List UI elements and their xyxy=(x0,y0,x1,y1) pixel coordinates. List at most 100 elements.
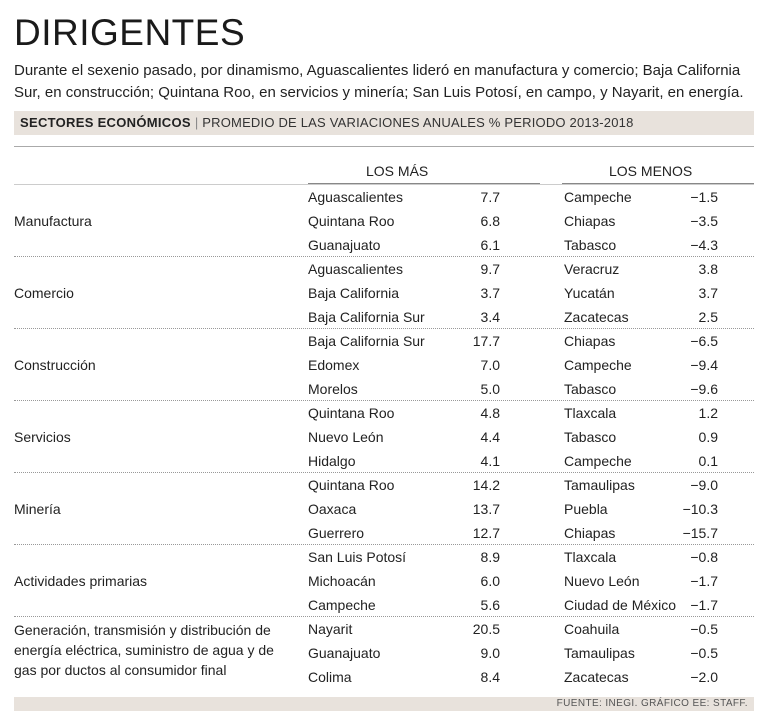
subtitle: Durante el sexenio pasado, por dinamismo… xyxy=(14,62,744,101)
bottom-state-value: −0.8 xyxy=(690,549,718,565)
top-state-name: Michoacán xyxy=(308,573,376,589)
top-state-value: 4.1 xyxy=(480,453,500,469)
bottom-state-value: 3.8 xyxy=(698,261,718,277)
bottom-state-value: −1.7 xyxy=(690,573,718,589)
top-state-value: 14.2 xyxy=(472,477,500,493)
sector-group: Servicios Quintana Roo 4.8 Tlaxcala 1.2 Nuevo… xyxy=(14,401,754,473)
bottom-state-value: −15.7 xyxy=(682,525,718,541)
top-state-value: 9.0 xyxy=(480,645,500,661)
bottom-state-name: Tamaulipas xyxy=(564,645,635,661)
bottom-state-value: −4.3 xyxy=(690,237,718,253)
top-state-value: 3.7 xyxy=(480,285,500,301)
source-text: FUENTE: INEGI. GRÁFICO EE: STAFF. xyxy=(556,698,748,709)
header-los-menos: LOS MENOS xyxy=(609,163,693,179)
bottom-state-name: Yucatán xyxy=(564,285,615,301)
top-state-name: Baja California Sur xyxy=(308,309,425,325)
bottom-state-name: Tabasco xyxy=(564,237,617,253)
section-label: SECTORES ECONÓMICOS xyxy=(20,115,191,130)
measure-label: PROMEDIO DE LAS VARIACIONES ANUALES % PE… xyxy=(202,115,634,130)
bottom-state-value: 0.1 xyxy=(698,453,718,469)
top-state-name: Colima xyxy=(308,669,352,685)
sector-name: Generación, transmisión y distribución d… xyxy=(14,622,274,678)
sector-group: Manufactura Aguascalientes 7.7 Campeche −1.5… xyxy=(14,185,754,257)
top-state-name: Quintana Roo xyxy=(308,213,395,229)
sector-group: Actividades primarias San Luis Potosí 8.9 T… xyxy=(14,545,754,617)
top-divider xyxy=(14,146,754,147)
top-state-name: Edomex xyxy=(308,357,360,373)
sector-name: Comercio xyxy=(14,285,74,301)
header-underline-more xyxy=(308,183,540,184)
top-state-name: Baja California Sur xyxy=(308,333,425,349)
top-state-value: 5.6 xyxy=(480,597,500,613)
sector-group: Minería Quintana Roo 14.2 Tamaulipas −9.0 Oax… xyxy=(14,473,754,545)
bottom-state-name: Zacatecas xyxy=(564,669,629,685)
bottom-state-value: −9.6 xyxy=(690,381,718,397)
top-state-value: 6.0 xyxy=(480,573,500,589)
bottom-state-name: Chiapas xyxy=(564,333,616,349)
top-state-value: 8.4 xyxy=(480,669,500,685)
top-state-value: 8.9 xyxy=(480,549,500,565)
top-state-value: 17.7 xyxy=(472,333,500,349)
top-state-name: Oaxaca xyxy=(308,501,357,517)
sector-name: Servicios xyxy=(14,429,71,445)
section-bar: SECTORES ECONÓMICOS | PROMEDIO DE LAS VARI… xyxy=(14,111,754,135)
top-state-name: Campeche xyxy=(308,597,376,613)
bottom-state-name: Campeche xyxy=(564,189,632,205)
bottom-state-name: Tabasco xyxy=(564,429,617,445)
bottom-state-value: 2.5 xyxy=(698,309,718,325)
top-state-name: Guerrero xyxy=(308,525,365,541)
top-state-name: San Luis Potosí xyxy=(308,549,407,565)
top-state-value: 6.1 xyxy=(480,237,500,253)
sector-group: Construcción Baja California Sur 17.7 Chiap… xyxy=(14,329,754,401)
bottom-state-value: −9.0 xyxy=(690,477,718,493)
bottom-state-name: Chiapas xyxy=(564,525,616,541)
top-state-name: Quintana Roo xyxy=(308,405,395,421)
bottom-state-name: Tabasco xyxy=(564,381,617,397)
top-state-value: 13.7 xyxy=(472,501,500,517)
bottom-state-name: Puebla xyxy=(564,501,608,517)
header-underline-less xyxy=(562,183,754,184)
top-state-name: Hidalgo xyxy=(308,453,356,469)
top-state-value: 12.7 xyxy=(472,525,500,541)
bottom-state-name: Nuevo León xyxy=(564,573,640,589)
top-state-name: Nayarit xyxy=(308,621,353,637)
top-state-value: 7.7 xyxy=(480,189,500,205)
top-state-value: 5.0 xyxy=(480,381,500,397)
section-separator: | xyxy=(194,115,199,130)
top-state-value: 7.0 xyxy=(480,357,500,373)
bottom-state-value: −0.5 xyxy=(690,621,718,637)
bottom-state-name: Chiapas xyxy=(564,213,616,229)
bottom-state-name: Zacatecas xyxy=(564,309,629,325)
bottom-state-value: −1.7 xyxy=(690,597,718,613)
bottom-state-name: Tlaxcala xyxy=(564,405,617,421)
bottom-state-name: Veracruz xyxy=(564,261,620,277)
sector-group: Generación, transmisión y distribución d… xyxy=(14,617,754,689)
sector-name: Manufactura xyxy=(14,213,92,229)
bottom-state-value: −10.3 xyxy=(682,501,718,517)
bottom-state-value: 3.7 xyxy=(698,285,718,301)
bottom-state-value: −3.5 xyxy=(690,213,718,229)
bottom-state-value: 1.2 xyxy=(698,405,718,421)
top-state-name: Aguascalientes xyxy=(308,189,403,205)
bottom-state-name: Ciudad de México xyxy=(564,597,677,613)
top-state-name: Guanajuato xyxy=(308,237,381,253)
bottom-state-value: −2.0 xyxy=(690,669,718,685)
header-los-mas: LOS MÁS xyxy=(366,163,429,179)
top-state-name: Morelos xyxy=(308,381,358,397)
top-state-name: Aguascalientes xyxy=(308,261,403,277)
top-state-name: Quintana Roo xyxy=(308,477,395,493)
bottom-state-value: −9.4 xyxy=(690,357,718,373)
bottom-state-value: 0.9 xyxy=(698,429,718,445)
top-state-name: Guanajuato xyxy=(308,645,381,661)
top-state-name: Nuevo León xyxy=(308,429,384,445)
source-footer: FUENTE: INEGI. GRÁFICO EE: STAFF. xyxy=(14,697,754,711)
bottom-state-name: Coahuila xyxy=(564,621,620,637)
top-state-value: 20.5 xyxy=(472,621,500,637)
bottom-state-name: Tlaxcala xyxy=(564,549,617,565)
top-state-value: 9.7 xyxy=(480,261,500,277)
bottom-state-name: Campeche xyxy=(564,453,632,469)
sector-name: Actividades primarias xyxy=(14,573,148,589)
top-state-value: 4.8 xyxy=(480,405,500,421)
top-state-name: Baja California xyxy=(308,285,400,301)
